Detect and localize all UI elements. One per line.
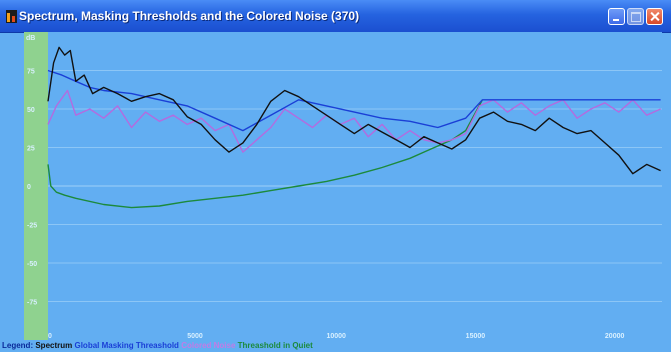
y-axis-label: dB <box>26 35 35 42</box>
y-tick-label: 25 <box>27 146 35 153</box>
x-tick-label: 5000 <box>187 333 203 340</box>
y-axis-gutter <box>24 32 48 340</box>
window-title: Spectrum, Masking Thresholds and the Col… <box>19 9 360 23</box>
y-tick-label: 75 <box>27 69 35 76</box>
title-bar[interactable]: Spectrum, Masking Thresholds and the Col… <box>0 0 671 33</box>
x-tick-label: 10000 <box>326 333 346 340</box>
series-colored-noise-line <box>47 89 661 153</box>
y-tick-label: -25 <box>27 223 37 230</box>
series-spectrum-line <box>47 46 661 175</box>
y-tick-label: -75 <box>27 300 37 307</box>
legend-global-masking: Global Masking Threashold <box>74 341 179 350</box>
legend-bar <box>0 340 671 352</box>
y-tick-label: 50 <box>27 107 35 114</box>
x-tick-label: 20000 <box>605 333 625 340</box>
x-tick-label: 15000 <box>466 333 486 340</box>
y-tick-label: -50 <box>27 261 37 268</box>
legend: Legend: Spectrum Global Masking Threasho… <box>2 340 313 352</box>
maximize-button[interactable] <box>627 8 644 25</box>
minimize-button[interactable] <box>608 8 625 25</box>
legend-prefix: Legend: <box>2 341 34 350</box>
legend-spectrum: Spectrum <box>35 341 73 350</box>
legend-threshold-quiet: Threashold in Quiet <box>237 341 313 350</box>
chart-bars-icon[interactable] <box>6 10 17 23</box>
y-tick-label: 0 <box>27 184 31 191</box>
x-tick-label: 0 <box>48 333 52 340</box>
series-global-masking-line <box>47 69 661 132</box>
close-button[interactable] <box>646 8 663 25</box>
legend-colored-noise: Colored Noise <box>181 341 236 350</box>
series-threshold-quiet-line <box>47 99 484 209</box>
